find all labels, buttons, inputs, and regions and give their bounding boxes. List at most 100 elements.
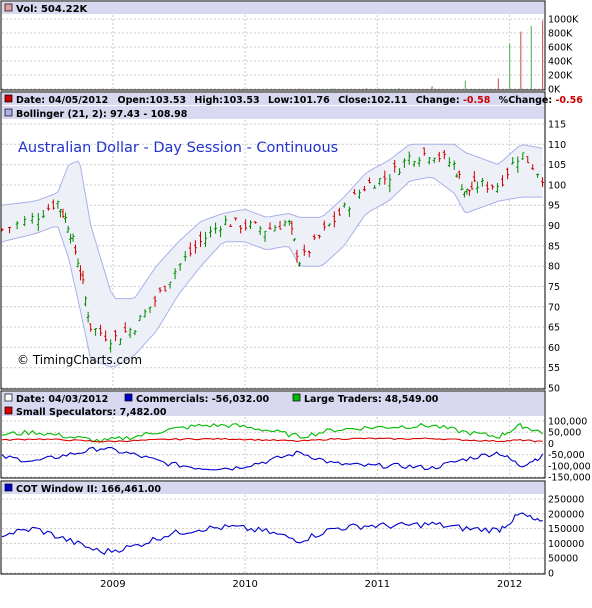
price-close: Close:102.11: [338, 95, 407, 106]
price-bar: [41, 209, 45, 219]
price-bar: [511, 157, 515, 165]
price-bar: [224, 215, 228, 226]
cot-tick: 0: [548, 439, 554, 450]
cot-window-tick: 50000: [548, 554, 578, 565]
price-bar: [452, 160, 456, 170]
price-low: Low:101.76: [268, 95, 330, 106]
price-bar: [501, 175, 505, 187]
price-bar: [467, 189, 471, 196]
price-bar: [51, 199, 55, 210]
price-bar: [302, 244, 306, 256]
price-bar: [541, 177, 545, 188]
small-spec-legend: Small Speculators: 7,482.00: [16, 407, 167, 418]
price-bar: [148, 306, 152, 313]
small-spec-swatch: [4, 406, 13, 415]
cot-window-tick: 100000: [548, 539, 584, 550]
price-tick: 75: [548, 282, 560, 293]
price-bar: [322, 220, 326, 231]
price-pct-label: %Change:: [499, 95, 552, 106]
commercials-swatch: [124, 393, 133, 402]
price-bar: [287, 219, 291, 226]
price-bar: [204, 231, 208, 248]
chart-title: Australian Dollar - Day Session - Contin…: [18, 140, 338, 156]
price-bar: [253, 221, 257, 224]
price-info: Date: 04/05/2012 Open:103.53 High:103.53…: [16, 95, 583, 106]
price-bar: [332, 211, 336, 228]
price-tick: 90: [548, 221, 560, 232]
price-bar: [378, 177, 382, 186]
price-bar: [94, 328, 98, 336]
bollinger-lower: [1, 176, 543, 368]
price-bar: [89, 323, 93, 332]
price-bar: [109, 339, 113, 353]
price-tick: 100: [548, 180, 566, 191]
price-bar: [457, 170, 461, 180]
price-bar: [402, 158, 406, 168]
price-bar: [123, 322, 127, 333]
price-bar: [188, 242, 192, 257]
price-bar: [78, 265, 82, 281]
price-bar: [273, 225, 277, 232]
price-bar: [244, 219, 248, 231]
price-bar: [337, 207, 341, 216]
price-bar: [317, 234, 321, 239]
price-bar: [298, 261, 302, 267]
bollinger-band: [2, 144, 543, 367]
price-bar: [214, 222, 218, 234]
cot-date: Date: 04/03/2012: [16, 394, 108, 405]
price-bar: [56, 200, 60, 209]
price-bar: [239, 225, 243, 234]
volume-tick: 400K: [548, 57, 573, 68]
cot-tick: 100,000: [548, 417, 587, 428]
price-bar: [118, 338, 122, 346]
volume-panel: Vol: 504.22K 1000K 800K 600K 400K 200K 0K: [0, 0, 579, 96]
price-bar: [327, 223, 331, 227]
cot-tick: -150,000: [548, 473, 591, 484]
price-bar: [312, 234, 316, 241]
price-bar: [234, 217, 238, 221]
price-bar: [58, 209, 62, 218]
price-tick: 115: [548, 120, 566, 131]
cot-series-line: [1, 437, 543, 443]
cot-window-swatch: [4, 483, 13, 492]
price-bar: [475, 181, 479, 194]
x-axis: 2009 2010 2011 2012: [100, 579, 522, 590]
price-bar: [153, 295, 157, 307]
price-bar: [248, 220, 252, 230]
price-bar: [81, 270, 85, 285]
cot-window-tick: 200000: [548, 509, 584, 520]
volume-tick: 800K: [548, 29, 573, 40]
price-bar: [258, 225, 262, 235]
x-tick-label: 2012: [497, 579, 522, 590]
price-bar: [357, 189, 361, 199]
volume-legend: Vol: 504.22K: [16, 4, 89, 15]
price-bar: [383, 170, 387, 185]
price-tick: 50: [548, 384, 560, 395]
price-bar: [278, 220, 282, 230]
volume-tick: 200K: [548, 71, 573, 82]
bollinger-legend-swatch: [4, 108, 13, 117]
price-bar: [99, 324, 103, 337]
price-bar: [61, 208, 65, 218]
price-bar: [71, 233, 75, 242]
price-bar: [516, 156, 520, 173]
price-bar: [23, 216, 27, 227]
price-bar: [209, 226, 213, 238]
price-bar: [398, 168, 402, 176]
price-bar: [15, 221, 19, 230]
price-bar: [133, 329, 137, 336]
price-bar: [283, 220, 287, 227]
cot-series-line: [1, 422, 543, 443]
price-bar: [295, 249, 299, 263]
price-bar: [74, 244, 78, 255]
price-bar: [460, 184, 464, 191]
cot-tick: -100,000: [548, 461, 591, 472]
price-pct: -0.56: [555, 95, 583, 106]
price-bar: [66, 225, 70, 233]
commercials-legend: Commercials: -56,032.00: [136, 394, 270, 405]
volume-tick: 0K: [548, 85, 561, 96]
price-bar: [526, 156, 530, 164]
price-bar: [84, 296, 88, 307]
price-bar: [455, 173, 459, 178]
